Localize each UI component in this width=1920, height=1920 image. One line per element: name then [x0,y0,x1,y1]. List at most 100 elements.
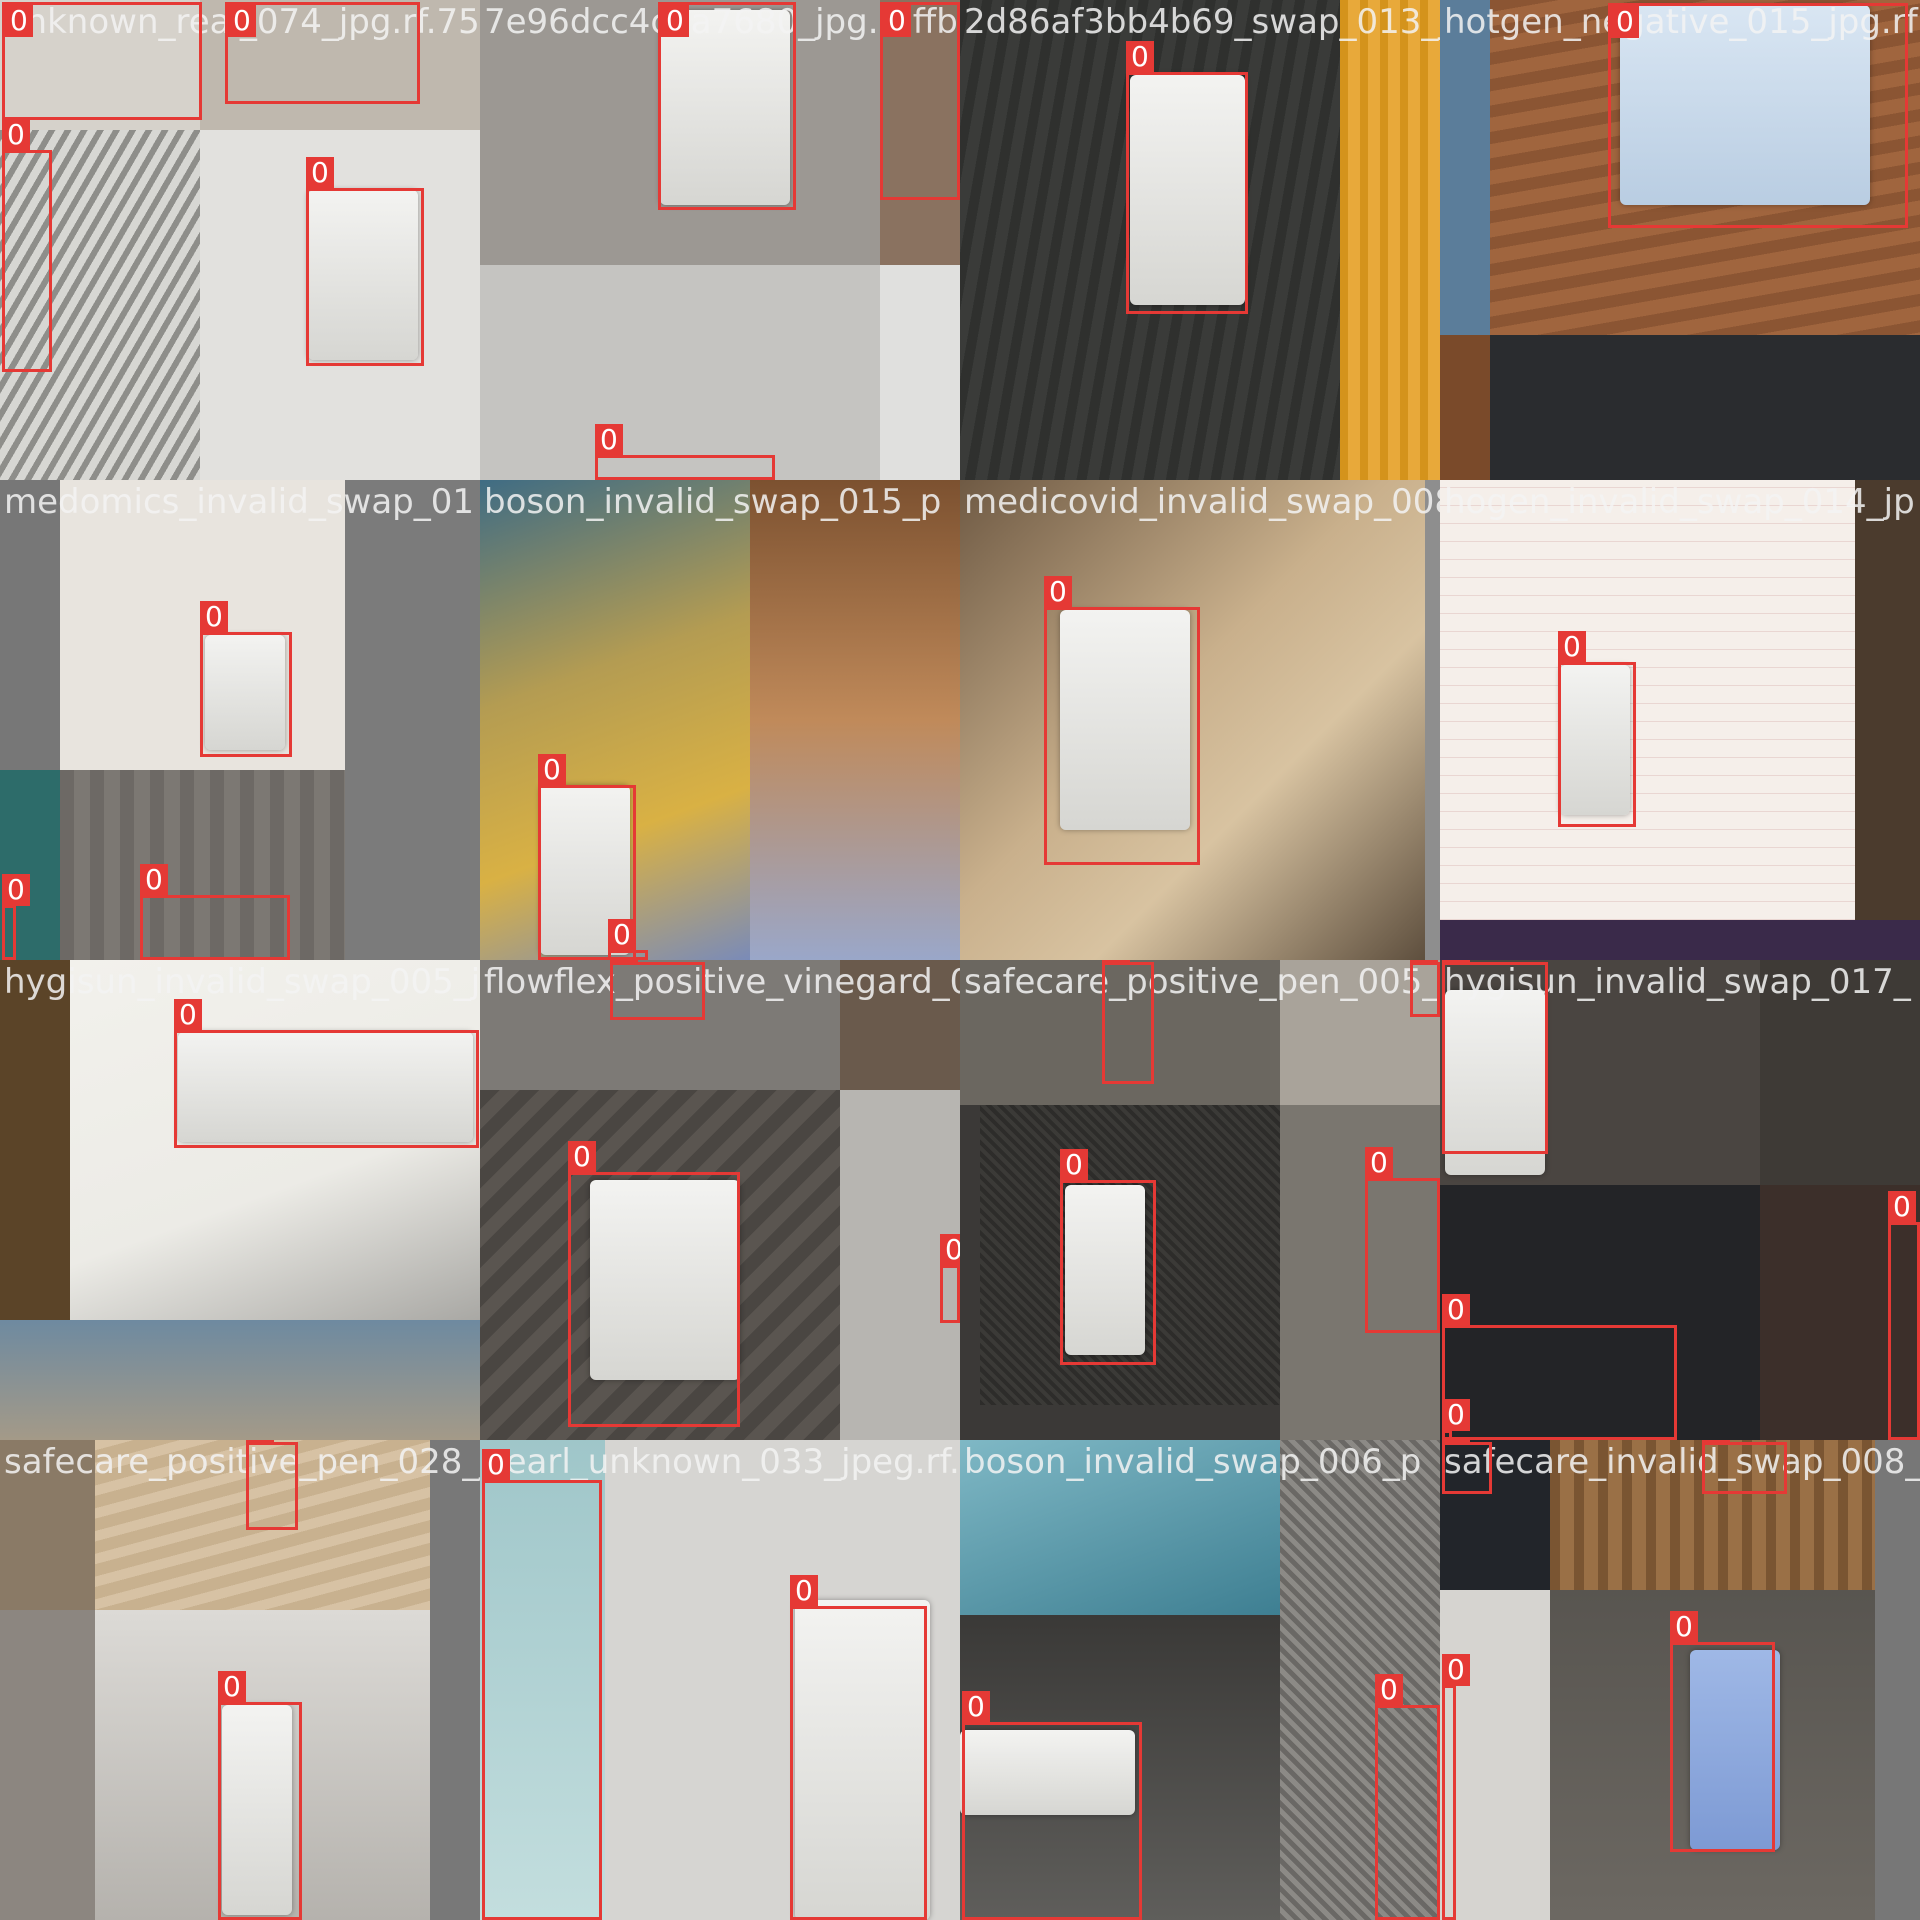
tile-region [1440,1185,1760,1440]
class-label: 0 [228,5,256,37]
detection-box: 0 [174,999,479,1148]
tile-12: hygisun_invalid_swap_017_ 0 0 0 0 [1440,960,1920,1440]
class-label: 0 [306,157,334,189]
tile-region [480,265,880,480]
class-label: 0 [1102,960,1130,963]
tile-region [960,480,1425,960]
detection-box: 0 [1442,1399,1470,1440]
detection-box: 0 [1442,1654,1470,1920]
class-label: 0 [1365,1147,1393,1179]
tile-region [0,1320,480,1440]
detection-box: 0 [2,874,30,960]
class-label: 0 [1410,960,1438,963]
tile-5: medomics_invalid_swap_01 0 0 0 [0,480,480,960]
detection-box: 0 [1442,960,1548,1154]
tile-region [1425,480,1440,960]
detection-box: 0 [482,1449,602,1920]
class-label: 0 [883,5,911,37]
tile-region [1760,1185,1920,1440]
class-label: 0 [1044,576,1072,608]
detection-box: 0 [200,601,292,757]
detection-box: 0 [140,864,290,960]
detection-box: 0 [595,424,775,480]
tile-region [95,1440,430,1610]
class-label: 0 [482,1449,510,1481]
detection-box: 0 [246,1440,298,1530]
class-label: 0 [790,1575,818,1607]
test-cassette [178,1032,473,1142]
tile-region [1340,0,1440,480]
class-label: 0 [246,1440,274,1443]
class-label: 0 [1060,1149,1088,1181]
tile-14: pearl_unknown_033_jpeg.rf.0 0 0 [480,1440,960,1920]
tile-region [0,770,60,960]
test-cassette [1065,1185,1145,1355]
class-label: 0 [140,864,168,896]
class-label: 0 [1611,6,1639,38]
detection-box: 0 [880,2,960,200]
class-label: 0 [610,960,638,963]
class-label: 0 [1702,1440,1730,1443]
test-cassette [960,1730,1135,1815]
detection-box: 0 [218,1671,302,1920]
test-cassette [660,10,790,205]
class-label: 0 [962,1691,990,1723]
tile-3: 2d86af3bb4b69_swap_013_jp 0 [960,0,1440,480]
test-cassette [222,1705,292,1915]
test-cassette [1620,5,1870,205]
tile-region [480,1440,605,1920]
tile-region [1760,960,1920,1185]
detection-box: 0 [1102,960,1154,1084]
tile-region [0,1610,95,1920]
tile-region [1440,0,1490,335]
tile-16: safecare_invalid_swap_008_ 0 0 0 0 [1440,1440,1920,1920]
detection-box: 0 [1442,1294,1677,1440]
class-label: 0 [200,601,228,633]
tile-region [960,960,1280,1105]
tile-region [0,0,200,130]
class-label: 0 [218,1671,246,1703]
tile-region [840,960,960,1090]
test-cassette [1560,665,1630,815]
detection-box: 0 [2,2,202,120]
tile-region [0,960,70,1320]
tile-region [880,265,960,480]
class-label: 0 [1888,1191,1916,1223]
tile-region [1440,1590,1550,1920]
tile-1: unknown_real_074_jpg.rf.75 0 0 0 0 [0,0,480,480]
class-label: 0 [1558,631,1586,663]
tile-6: boson_invalid_swap_015_p 0 0 [480,480,960,960]
detection-box: 0 [1375,1674,1440,1920]
tile-region [60,770,345,960]
class-label: 0 [174,999,202,1031]
detection-box: 0 [1060,1149,1156,1365]
tile-region [1440,480,1855,920]
detection-box: 0 [2,119,52,372]
detection-box: 0 [1044,576,1200,865]
class-label: 0 [1126,41,1154,73]
detection-box: 0 [1670,1611,1775,1852]
tile-9: hygisun_invalid_swap_005_jp 0 [0,960,480,1440]
class-label: 0 [2,119,30,151]
tile-region [750,480,960,960]
tile-11: safecare_positive_pen_005_jp 0 0 0 0 [960,960,1440,1440]
tile-region [480,960,840,1090]
detection-box: 0 [962,1691,1142,1920]
tile-region [1280,960,1440,1105]
tile-region [1280,1105,1440,1440]
tile-region [1440,1440,1550,1590]
class-label: 0 [1442,1440,1470,1443]
tile-region [0,1440,95,1610]
test-cassette [1690,1650,1780,1850]
tile-region [1855,480,1920,920]
detection-box: 0 [568,1141,740,1427]
detection-box: 0 [225,2,420,104]
class-label: 0 [608,919,636,951]
test-cassette [1130,75,1245,305]
detection-box: 0 [1702,1440,1787,1494]
tile-region [345,480,480,960]
detection-box: 0 [1442,1440,1492,1494]
detection-box: 0 [1558,631,1636,827]
class-label: 0 [5,5,33,37]
